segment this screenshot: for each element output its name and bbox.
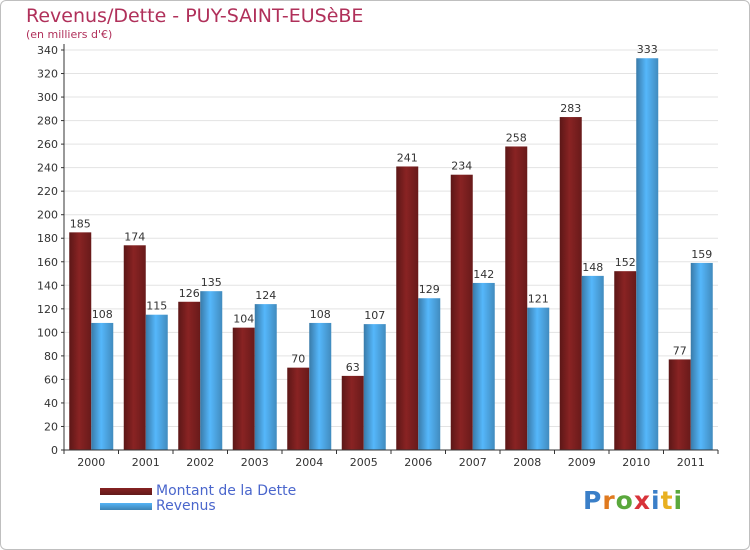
bar-dette-2003	[232, 327, 255, 450]
legend-label-dette: Montant de la Dette	[156, 483, 297, 499]
data-label-revenus-2008: 121	[528, 293, 549, 306]
chart-title: Revenus/Dette - PUY-SAINT-EUSèBE	[26, 5, 364, 27]
x-tick-label: 2011	[677, 456, 705, 469]
data-label-dette-2008: 258	[506, 131, 527, 144]
y-tick-label: 120	[37, 303, 58, 316]
bar-revenus-2006	[418, 298, 441, 450]
bar-revenus-2011	[690, 262, 713, 450]
data-label-revenus-2007: 142	[473, 268, 494, 281]
bar-revenus-2001	[145, 314, 168, 450]
data-label-revenus-2006: 129	[419, 283, 440, 296]
y-tick-label: 40	[44, 397, 58, 410]
data-label-dette-2011: 77	[673, 344, 687, 357]
y-tick-label: 260	[37, 138, 58, 151]
logo-letter: x	[633, 486, 651, 515]
x-tick-label: 2003	[241, 456, 269, 469]
logo-letter: i	[673, 486, 684, 515]
data-label-revenus-2001: 115	[146, 300, 167, 313]
y-tick-label: 320	[37, 68, 58, 81]
y-tick-label: 180	[37, 232, 58, 245]
x-tick-label: 2004	[295, 456, 323, 469]
bar-dette-2002	[178, 301, 201, 450]
logo-letter: i	[651, 486, 661, 515]
bar-dette-2011	[668, 359, 691, 450]
bar-revenus-2000	[91, 322, 114, 450]
x-tick-label: 2001	[132, 456, 160, 469]
bar-dette-2009	[559, 117, 582, 450]
y-tick-label: 340	[37, 44, 58, 57]
data-label-revenus-2000: 108	[92, 308, 113, 321]
x-tick-label: 2007	[459, 456, 487, 469]
data-label-dette-2005: 63	[346, 361, 360, 374]
bar-dette-2000	[69, 232, 92, 450]
data-label-dette-2007: 234	[451, 160, 472, 173]
legend-swatch-revenus	[100, 503, 152, 510]
x-tick-label: 2009	[568, 456, 596, 469]
data-label-dette-2000: 185	[70, 217, 91, 230]
y-tick-label: 240	[37, 162, 58, 175]
data-label-dette-2003: 104	[233, 313, 254, 326]
data-label-revenus-2011: 159	[691, 248, 712, 261]
data-label-dette-2002: 126	[179, 287, 200, 300]
x-tick-label: 2008	[513, 456, 541, 469]
bar-revenus-2003	[254, 304, 277, 450]
bar-revenus-2005	[363, 324, 386, 450]
x-tick-label: 2000	[77, 456, 105, 469]
bar-chart: 0 20 40 60 80 100 120 140 160 180 200 220 240 260 280 3…	[37, 43, 719, 469]
y-tick-label: 140	[37, 279, 58, 292]
bar-dette-2005	[341, 375, 364, 450]
y-tick-label: 220	[37, 185, 58, 198]
bar-dette-2001	[123, 245, 146, 450]
bar-revenus-2007	[472, 282, 495, 450]
bar-revenus-2010	[636, 58, 659, 451]
x-tick-label: 2002	[186, 456, 214, 469]
data-label-revenus-2009: 148	[582, 261, 603, 274]
data-label-dette-2001: 174	[124, 230, 145, 243]
bar-revenus-2009	[581, 275, 604, 450]
data-label-revenus-2005: 107	[364, 309, 385, 322]
data-label-dette-2004: 70	[291, 353, 305, 366]
bar-dette-2008	[505, 146, 528, 450]
data-label-revenus-2004: 108	[310, 308, 331, 321]
y-tick-label: 80	[44, 350, 58, 363]
logo-letter: P	[583, 486, 603, 515]
proxiti-logo[interactable]: Proxiti	[583, 486, 683, 515]
data-label-revenus-2002: 135	[201, 276, 222, 289]
x-tick-label: 2006	[404, 456, 432, 469]
y-tick-label: 200	[37, 209, 58, 222]
bar-revenus-2004	[309, 322, 332, 450]
y-tick-label: 0	[51, 444, 58, 457]
y-tick-label: 60	[44, 373, 58, 386]
logo-letter: o	[615, 486, 634, 515]
bar-dette-2004	[287, 367, 310, 450]
legend-swatch-dette	[100, 488, 152, 495]
y-tick-label: 300	[37, 91, 58, 104]
data-label-dette-2010: 152	[615, 256, 636, 269]
x-tick-label: 2005	[350, 456, 378, 469]
bar-dette-2007	[450, 174, 473, 451]
x-tick-label: 2010	[622, 456, 650, 469]
y-tick-label: 100	[37, 326, 58, 339]
logo-letter: t	[660, 486, 674, 515]
data-label-revenus-2003: 124	[255, 289, 276, 302]
bar-dette-2010	[614, 271, 637, 450]
bar-dette-2006	[396, 166, 419, 450]
logo-letter: r	[602, 486, 616, 515]
y-tick-label: 280	[37, 115, 58, 128]
data-label-dette-2006: 241	[397, 151, 418, 164]
plot-area	[64, 50, 718, 450]
bar-revenus-2008	[527, 307, 550, 450]
bar-revenus-2002	[200, 291, 223, 450]
y-tick-label: 160	[37, 256, 58, 269]
data-label-revenus-2010: 333	[637, 43, 658, 56]
data-label-dette-2009: 283	[560, 102, 581, 115]
chart-unit-label: (en milliers d'€)	[26, 28, 113, 41]
y-tick-label: 20	[44, 420, 58, 433]
legend-label-revenus: Revenus	[156, 498, 216, 514]
